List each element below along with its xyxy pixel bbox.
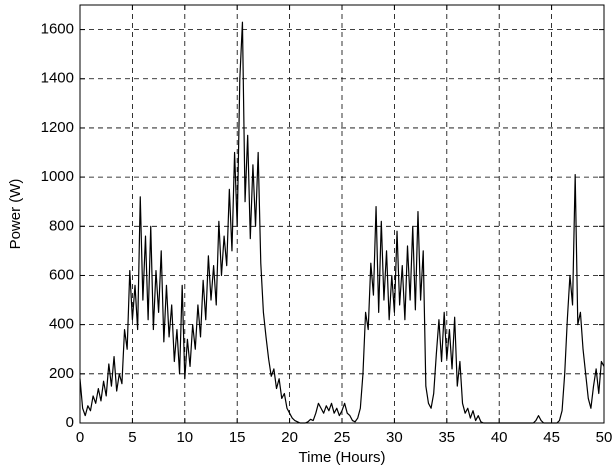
- x-tick-label: 15: [229, 429, 246, 446]
- x-tick-label: 40: [491, 429, 508, 446]
- y-tick-label: 0: [66, 414, 74, 431]
- x-tick-label: 20: [281, 429, 298, 446]
- y-tick-label: 200: [49, 365, 74, 382]
- y-tick-label: 600: [49, 266, 74, 283]
- x-tick-label: 35: [438, 429, 455, 446]
- x-tick-label: 45: [543, 429, 560, 446]
- x-tick-label: 25: [334, 429, 351, 446]
- x-tick-label: 30: [386, 429, 403, 446]
- y-tick-label: 1600: [41, 21, 74, 38]
- x-tick-label: 0: [76, 429, 84, 446]
- x-tick-label: 5: [128, 429, 136, 446]
- y-tick-label: 400: [49, 316, 74, 333]
- x-tick-label: 50: [596, 429, 613, 446]
- x-axis-title: Time (Hours): [299, 449, 386, 466]
- plot-frame: [79, 4, 605, 424]
- y-tick-label: 1400: [41, 70, 74, 87]
- y-tick-label: 1200: [41, 119, 74, 136]
- x-tick-label: 10: [176, 429, 193, 446]
- y-axis-title: Power (W): [7, 179, 24, 250]
- y-tick-label: 1000: [41, 168, 74, 185]
- y-tick-label: 800: [49, 217, 74, 234]
